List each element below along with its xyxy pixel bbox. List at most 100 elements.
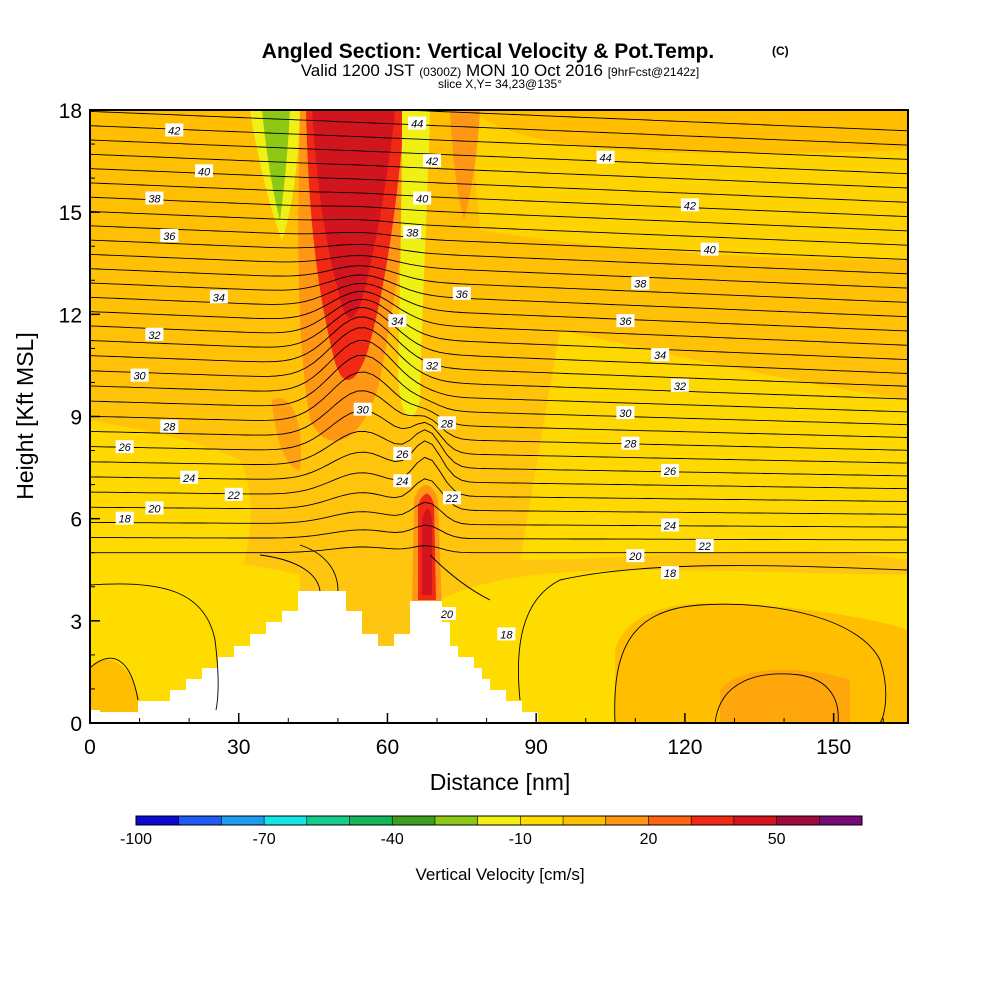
x-tick-label: 60 (376, 736, 399, 759)
colorbar-swatch (349, 816, 393, 825)
contour-label: 32 (674, 381, 686, 393)
title-unit: (C) (772, 44, 789, 58)
contour-label: 30 (133, 371, 146, 383)
colorbar-swatch (733, 816, 778, 825)
contour-label-box (616, 314, 635, 328)
contour-label-box (437, 607, 456, 621)
contour-label-group: 42 40 38 36 34 32 30 28 26 24 22 20 18 44 42 40 38 36 34 32… (115, 116, 719, 641)
x-tick-label: 0 (84, 736, 96, 759)
y-tick-label: 15 (59, 202, 82, 225)
colorbar-tick-label: -10 (509, 831, 532, 848)
contour-label-box (145, 191, 164, 205)
field-updraft-core (312, 110, 395, 319)
isentrope-line (90, 501, 908, 528)
field-orange-blob-right-2 (720, 669, 850, 723)
field-yellow-strip (398, 110, 430, 418)
contour-label: 44 (599, 153, 611, 165)
isentrope-line-low (614, 603, 887, 723)
contour-label: 26 (663, 466, 677, 478)
x-axis: 0 30 60 90 120 150 (84, 713, 884, 759)
colorbar-swatch (178, 816, 222, 825)
contour-label-box (661, 518, 680, 532)
contour-label: 28 (440, 418, 454, 430)
isentrope-line (90, 153, 908, 189)
contour-label: 28 (623, 439, 637, 451)
contour-label-box (195, 164, 214, 178)
colorbar-swatch (136, 816, 180, 825)
contour-label: 18 (500, 629, 513, 641)
contour-label-box (621, 436, 640, 450)
subtitle-date: MON 10 Oct 2016 (466, 61, 603, 80)
contour-label-box (209, 290, 228, 304)
contour-label-box (626, 549, 645, 563)
contour-label-box (423, 154, 442, 168)
isentrope-line (90, 307, 908, 374)
contour-label-box (145, 327, 164, 341)
colorbar-swatch (563, 816, 607, 825)
colorbar-swatch (221, 816, 265, 825)
contour-label-box (115, 511, 134, 525)
contour-label: 32 (148, 330, 160, 342)
contour-label-box (670, 378, 689, 392)
isentrope-line-low (714, 673, 839, 723)
isentrope-line (90, 390, 908, 451)
contour-label: 40 (704, 245, 717, 257)
contour-label: 42 (684, 200, 696, 212)
field-orange-left-mid (272, 398, 301, 470)
contour-label-box (695, 538, 714, 552)
y-tick-label: 3 (70, 611, 82, 634)
isentrope-line (90, 524, 908, 541)
contour-label-box (700, 242, 719, 256)
contour-label: 34 (391, 316, 403, 328)
y-tick-label: 9 (70, 407, 82, 430)
contour-label: 20 (440, 609, 454, 621)
contour-label: 34 (213, 292, 225, 304)
colorbar-tick-label: -100 (120, 831, 152, 848)
potential-temperature-contours (90, 110, 908, 723)
contour-label: 28 (162, 422, 176, 434)
isentrope-line-low (90, 658, 139, 701)
contour-label: 38 (406, 228, 419, 240)
isentrope-line (90, 339, 908, 413)
contour-label: 36 (619, 316, 632, 328)
field-green-streak (262, 110, 290, 220)
subtitle-valid: Valid 1200 JST (301, 61, 415, 80)
contour-label: 38 (148, 194, 161, 206)
contour-label-box (437, 416, 456, 430)
isentrope-line (90, 545, 908, 554)
isentrope-line-low (259, 554, 321, 592)
field-orange-column (450, 110, 480, 220)
isentrope-line (90, 265, 908, 303)
contour-label: 26 (118, 442, 132, 454)
isentrope-line (90, 182, 908, 218)
isentrope-line (90, 429, 908, 477)
isentrope-line (90, 110, 908, 146)
isentrope-line (393, 110, 908, 132)
isentrope-line-low (90, 583, 219, 711)
slice-info: slice X,Y= 34,23@135° (438, 77, 562, 91)
field-peak-core (422, 508, 432, 595)
contour-label: 40 (416, 194, 429, 206)
contour-label-box (651, 348, 670, 362)
contour-label-box (661, 463, 680, 477)
colorbar: -100 -70 -40 -10 20 50 (120, 815, 863, 848)
isentrope-line (90, 274, 908, 318)
contour-label: 42 (168, 125, 180, 137)
contour-label-box (165, 123, 184, 137)
contour-label: 30 (619, 408, 632, 420)
colorbar-swatch (477, 816, 521, 825)
isentrope-line (90, 410, 908, 464)
y-tick-label: 6 (70, 509, 82, 532)
colorbar-swatch (264, 816, 308, 825)
isentrope-line (90, 239, 908, 275)
contour-label-box (160, 229, 179, 243)
contour-label: 26 (395, 449, 409, 461)
colorbar-tick-label: -70 (253, 831, 276, 848)
contour-label-box (452, 286, 471, 300)
contour-label: 18 (664, 568, 677, 580)
contour-label-box (393, 446, 412, 460)
x-tick-label: 30 (227, 736, 250, 759)
colorbar-swatch (392, 816, 436, 825)
contour-label: 36 (163, 231, 176, 243)
contour-label-box (160, 419, 179, 433)
